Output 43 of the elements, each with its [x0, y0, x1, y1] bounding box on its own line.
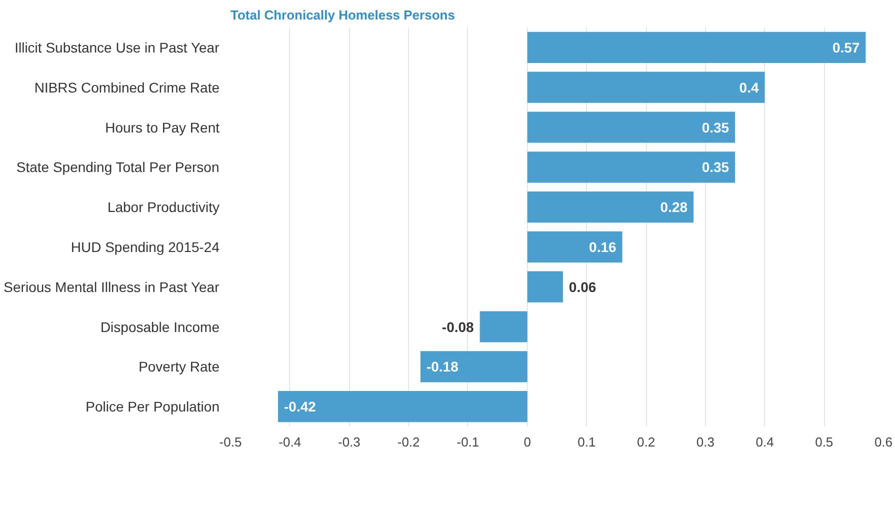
bar — [527, 152, 736, 183]
bar — [527, 191, 694, 223]
y-tick-label: Poverty Rate — [138, 358, 220, 375]
x-tick-label: -0.5 — [219, 434, 242, 450]
y-tick-label: Labor Productivity — [107, 199, 220, 216]
x-tick-label: 0.5 — [815, 434, 834, 450]
bar — [420, 351, 528, 382]
bar — [527, 72, 765, 103]
x-tick-label: 0.4 — [756, 434, 774, 450]
x-tick-label: -0.3 — [338, 434, 360, 450]
data-label: -0.42 — [284, 398, 316, 415]
y-tick-label: NIBRS Combined Crime Rate — [34, 79, 220, 96]
x-tick-label: 0.1 — [578, 434, 596, 450]
y-tick-label: State Spending Total Per Person — [16, 159, 220, 176]
x-tick-label: -0.2 — [397, 434, 420, 450]
data-label: -0.08 — [442, 318, 474, 335]
data-label: 0.4 — [739, 79, 759, 96]
x-tick-label: 0.3 — [696, 434, 714, 450]
y-tick-label: Disposable Income — [100, 318, 220, 335]
data-label: 0.28 — [660, 199, 688, 216]
data-label: 0.35 — [702, 119, 730, 136]
y-tick-label: Illicit Substance Use in Past Year — [14, 39, 220, 56]
data-label: 0.35 — [702, 159, 730, 176]
chart-title: Total Chronically Homeless Persons — [230, 8, 455, 22]
bar — [527, 32, 866, 64]
y-tick-label: HUD Spending 2015-24 — [70, 238, 220, 255]
x-tick-label: -0.4 — [278, 434, 302, 450]
x-tick-label: 0.6 — [874, 434, 893, 450]
y-tick-label: Serious Mental Illness in Past Year — [4, 278, 220, 295]
data-label: -0.18 — [426, 358, 459, 375]
data-label: 0.16 — [589, 238, 617, 255]
data-label: 0.06 — [568, 278, 596, 295]
x-tick-label: -0.1 — [456, 434, 480, 450]
bar — [527, 231, 622, 263]
x-tick-label: 0 — [524, 434, 531, 450]
bar — [480, 311, 528, 342]
y-tick-label: Hours to Pay Rent — [105, 119, 220, 136]
bar — [278, 390, 528, 422]
bar — [527, 271, 563, 302]
y-tick-label: Police Per Population — [86, 398, 220, 415]
x-tick-label: 0.2 — [637, 434, 656, 450]
bar — [527, 112, 736, 143]
data-label: 0.57 — [832, 39, 860, 56]
